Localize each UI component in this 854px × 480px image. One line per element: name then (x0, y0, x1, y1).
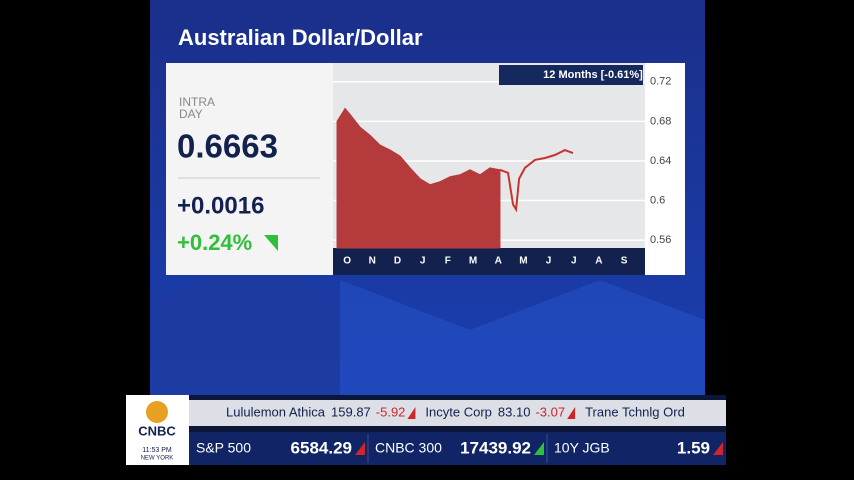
ticker-top (189, 400, 726, 426)
badge-text: 12 Months [-0.61%] (543, 69, 643, 81)
ticker-change: -5.92 (376, 404, 406, 419)
x-tick-label: D (394, 256, 401, 267)
backdrop-shape (340, 280, 705, 395)
ticker-price: 1.59 (677, 438, 710, 457)
x-tick-label: A (495, 256, 502, 267)
plot: 0.56 0.6 0.64 0.68 0.72 O N D J F M A M J J A S (333, 76, 671, 275)
line (499, 148, 574, 213)
down-indicator (567, 407, 576, 419)
up-indicator (264, 235, 278, 251)
ticker-bottom (189, 432, 726, 465)
ticker-name: 10Y JGB (554, 440, 610, 456)
ticker-name: S&P 500 (196, 440, 251, 456)
area (336, 107, 501, 249)
x-tick-label: N (369, 256, 376, 267)
indicator (355, 442, 365, 455)
quote-panel (166, 63, 333, 275)
x-tick-label: M (519, 256, 527, 267)
x-tick-label: F (445, 256, 451, 267)
y-tick-label: 0.72 (650, 76, 671, 88)
ticker-price: 83.10 (498, 404, 531, 419)
y-tick-label: 0.68 (650, 115, 671, 127)
quote-label: DAY (179, 107, 203, 121)
ticker-change: -3.07 (535, 404, 565, 419)
logo-brand: CNBC (138, 423, 176, 438)
y-tick-label: 0.56 (650, 234, 671, 246)
chart-title: Australian Dollar/Dollar (178, 25, 423, 50)
indicator (713, 442, 723, 455)
x-axis-band (333, 248, 645, 275)
y-tick-label: 0.6 (650, 194, 665, 206)
ticker-name: Lululemon Athica (226, 404, 326, 419)
x-tick-label: O (343, 256, 351, 267)
y-tick-label: 0.64 (650, 155, 671, 167)
backdrop-shape (150, 260, 340, 395)
ticker-price: 159.87 (331, 404, 371, 419)
logo-city: NEW YORK (141, 456, 174, 462)
quote-percent: +0.24% (177, 230, 252, 255)
x-tick-label: J (420, 256, 426, 267)
indicator (534, 442, 544, 455)
quote-change: +0.0016 (177, 192, 264, 219)
ticker-price: 6584.29 (291, 438, 352, 457)
x-tick-label: S (621, 256, 628, 267)
ticker-price: 17439.92 (460, 438, 531, 457)
logo-peacock (146, 401, 168, 423)
ticker-items: Lululemon Athica 159.87 -5.92 Incyte Corp 83… (196, 404, 723, 463)
ticker-name: CNBC 300 (375, 440, 442, 456)
x-tick-label: J (546, 256, 552, 267)
quote-label: INTRA (179, 95, 215, 109)
down-indicator (407, 407, 416, 419)
ticker-name: Incyte Corp (425, 404, 491, 419)
quote-price: 0.6663 (177, 128, 278, 165)
x-tick-label: M (469, 256, 477, 267)
x-tick-label: A (595, 256, 602, 267)
x-tick-label: J (571, 256, 577, 267)
ticker-name: Trane Tchnlg Ord (585, 404, 685, 419)
logo-time: 11:53 PM (142, 447, 172, 454)
badge (499, 65, 643, 85)
